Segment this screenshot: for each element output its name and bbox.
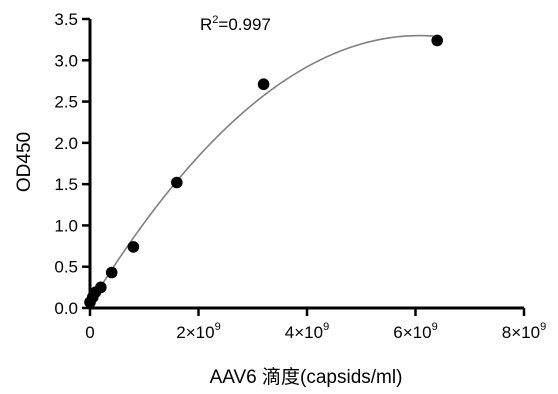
r-squared-annotation: R2=0.997 (200, 14, 271, 34)
y-tick-label: 1.0 (54, 216, 78, 235)
x-tick-label: 6×109 (393, 321, 437, 342)
data-point (257, 78, 270, 91)
y-tick-label: 3.5 (54, 10, 78, 29)
y-ticks: 0.0 0.5 1.0 1.5 2.0 2.5 3.0 3.5 (54, 10, 90, 318)
x-tick-label-mantissa: 2 (176, 323, 185, 342)
x-tick-label-base: 10 (413, 323, 432, 342)
x-tick-label-exp: 9 (540, 321, 546, 333)
y-tick-label: 3.0 (54, 51, 78, 70)
y-tick-label: 0.5 (54, 258, 78, 277)
x-tick-label: 8×109 (502, 321, 546, 342)
x-tick-label: 2×109 (176, 321, 220, 342)
x-tick-label-exp: 9 (215, 321, 221, 333)
x-tick-label: 0 (85, 323, 94, 342)
x-tick-label-mantissa: 6 (393, 323, 402, 342)
x-tick-label-times: × (403, 323, 413, 342)
x-tick-label-mantissa: 0 (85, 323, 94, 342)
annotation-value: =0.997 (218, 15, 270, 34)
x-tick-label-base: 10 (196, 323, 215, 342)
y-tick-label: 2.5 (54, 93, 78, 112)
x-tick-label-times: × (294, 323, 304, 342)
y-tick-label: 0.0 (54, 299, 78, 318)
x-tick-label-exp: 9 (323, 321, 329, 333)
annotation-base: R (200, 15, 212, 34)
x-ticks: 0 2×109 4×109 6×109 8×109 (85, 308, 546, 342)
x-tick-label-base: 10 (521, 323, 540, 342)
x-tick-label-times: × (186, 323, 196, 342)
data-points (84, 34, 444, 309)
x-tick-label-base: 10 (304, 323, 323, 342)
x-tick-label: 4×109 (285, 321, 329, 342)
data-point (105, 266, 118, 279)
x-tick-label-mantissa: 4 (285, 323, 294, 342)
fit-curve (89, 34, 438, 305)
y-tick-label: 1.5 (54, 175, 78, 194)
y-tick-label: 2.0 (54, 134, 78, 153)
annotation-superscript: 2 (212, 14, 218, 26)
data-point (431, 34, 444, 47)
x-axis-title: AAV6 滴度(capsids/ml) (210, 366, 403, 388)
data-point (127, 241, 140, 253)
x-tick-label-mantissa: 8 (502, 323, 511, 342)
data-point (171, 176, 183, 189)
x-tick-label-exp: 9 (432, 321, 438, 333)
y-axis-title: OD450 (14, 132, 35, 192)
x-tick-label-times: × (511, 323, 521, 342)
axes (88, 19, 524, 310)
data-point (95, 281, 107, 294)
